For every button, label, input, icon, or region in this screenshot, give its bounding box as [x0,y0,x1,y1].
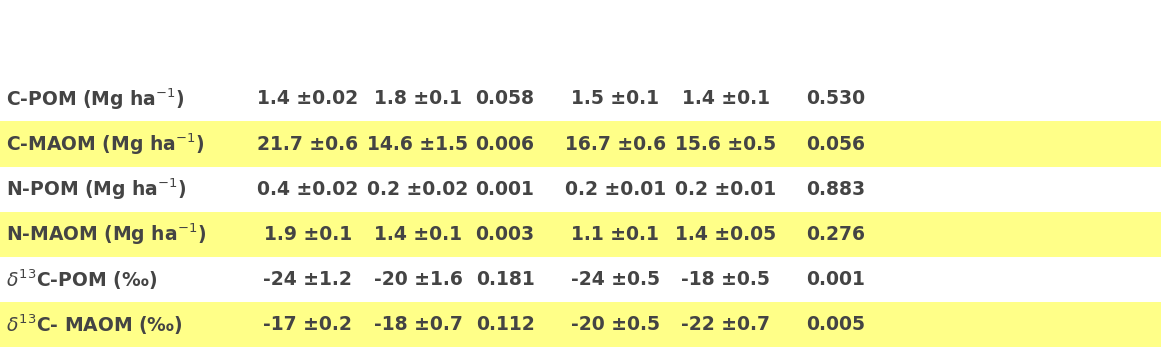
Text: 0.005: 0.005 [807,315,865,334]
Text: 0.883: 0.883 [807,180,865,198]
Text: 15.6 ±0.5: 15.6 ±0.5 [675,135,777,153]
Bar [0,121,1161,167]
Text: 0.181: 0.181 [476,270,534,289]
Text: 0.2 ±0.01: 0.2 ±0.01 [675,180,777,198]
Text: 0.530: 0.530 [807,90,865,108]
Text: -20 ±0.5: -20 ±0.5 [571,315,659,334]
Text: 1.4 ±0.1: 1.4 ±0.1 [374,225,462,244]
Text: 0.2 ±0.02: 0.2 ±0.02 [367,180,469,198]
Text: 0.001: 0.001 [807,270,865,289]
Text: -22 ±0.7: -22 ±0.7 [682,315,770,334]
Text: $\delta^{13}$C- MAOM (‰): $\delta^{13}$C- MAOM (‰) [6,312,182,337]
Text: C-POM (Mg ha$^{-1}$): C-POM (Mg ha$^{-1}$) [6,86,185,112]
Text: -17 ±0.2: -17 ±0.2 [264,315,352,334]
Text: 14.6 ±1.5: 14.6 ±1.5 [368,135,468,153]
Text: 16.7 ±0.6: 16.7 ±0.6 [564,135,666,153]
Text: N-MAOM (Mg ha$^{-1}$): N-MAOM (Mg ha$^{-1}$) [6,221,205,247]
Text: C-MAOM (Mg ha$^{-1}$): C-MAOM (Mg ha$^{-1}$) [6,131,204,157]
Bar [0,212,1161,257]
Text: 1.9 ±0.1: 1.9 ±0.1 [264,225,352,244]
Text: 1.4 ±0.02: 1.4 ±0.02 [257,90,359,108]
Text: -18 ±0.7: -18 ±0.7 [374,315,462,334]
Text: 21.7 ±0.6: 21.7 ±0.6 [257,135,359,153]
Text: 1.5 ±0.1: 1.5 ±0.1 [571,90,659,108]
Text: -20 ±1.6: -20 ±1.6 [374,270,462,289]
Bar [0,302,1161,347]
Text: 1.8 ±0.1: 1.8 ±0.1 [374,90,462,108]
Text: 1.4 ±0.05: 1.4 ±0.05 [675,225,777,244]
Text: $\delta^{13}$C-POM (‰): $\delta^{13}$C-POM (‰) [6,267,157,291]
Text: 0.003: 0.003 [476,225,534,244]
Text: 0.006: 0.006 [476,135,534,153]
Text: 0.056: 0.056 [807,135,865,153]
Text: 0.112: 0.112 [476,315,534,334]
Text: -24 ±1.2: -24 ±1.2 [264,270,352,289]
Text: -18 ±0.5: -18 ±0.5 [682,270,770,289]
Text: 0.4 ±0.02: 0.4 ±0.02 [257,180,359,198]
Text: 0.276: 0.276 [807,225,865,244]
Text: 1.4 ±0.1: 1.4 ±0.1 [682,90,770,108]
Text: N-POM (Mg ha$^{-1}$): N-POM (Mg ha$^{-1}$) [6,176,187,202]
Text: 0.058: 0.058 [476,90,534,108]
Text: 0.001: 0.001 [476,180,534,198]
Text: -24 ±0.5: -24 ±0.5 [571,270,659,289]
Text: 1.1 ±0.1: 1.1 ±0.1 [571,225,659,244]
Text: 0.2 ±0.01: 0.2 ±0.01 [564,180,666,198]
